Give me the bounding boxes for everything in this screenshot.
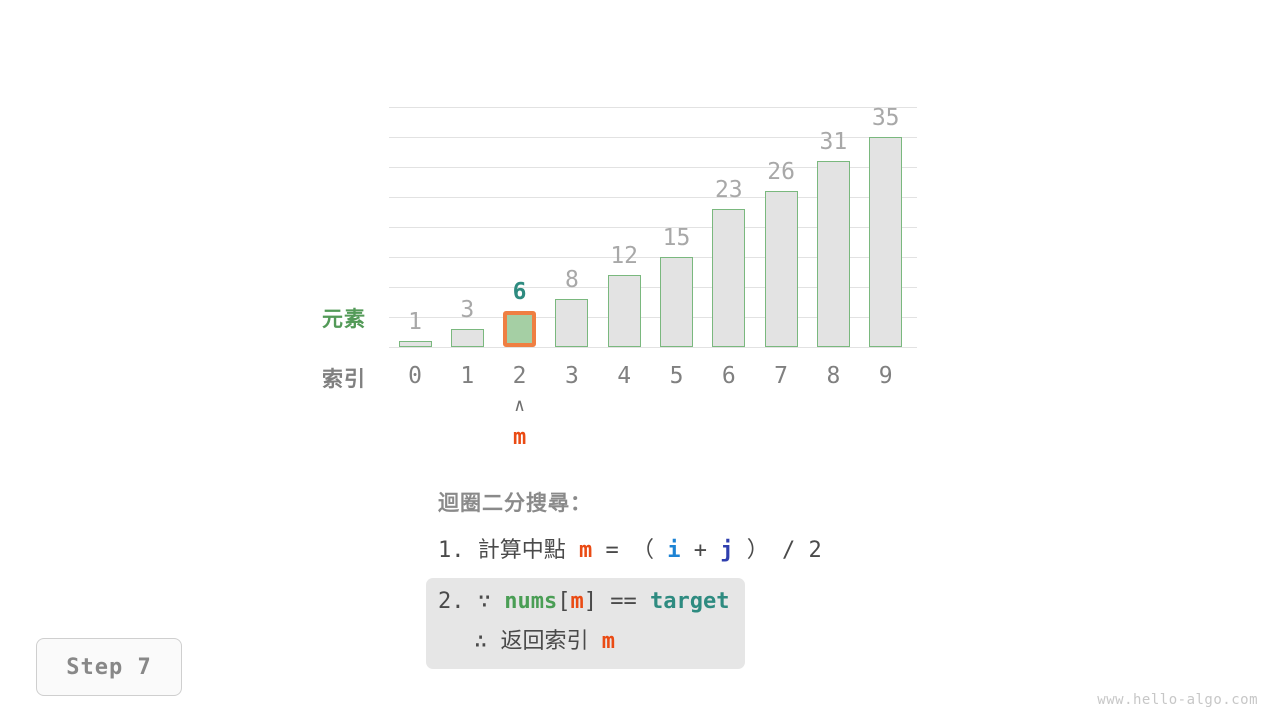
bar xyxy=(398,341,432,347)
bar xyxy=(764,191,798,347)
gridline xyxy=(389,137,917,138)
bar xyxy=(450,329,484,347)
bar-value-label: 3 xyxy=(460,297,475,323)
bar-value-label: 23 xyxy=(714,177,743,203)
step-badge: Step 7 xyxy=(36,638,182,696)
step-2-therefore-icon: ∴ xyxy=(474,629,488,655)
index-label: 3 xyxy=(564,363,579,389)
index-label: 2 xyxy=(512,363,527,389)
caption-title: 迴圈二分搜尋： xyxy=(438,491,592,515)
index-label: 8 xyxy=(826,363,841,389)
pseudocode-step-1: 1. 計算中點 m = （ i + j ） / 2 xyxy=(438,539,846,562)
bar-value-label: 8 xyxy=(564,267,579,293)
step-2-return-text: 返回索引 xyxy=(500,629,589,655)
bar-value-label: 6 xyxy=(512,279,527,305)
index-label: 1 xyxy=(460,363,475,389)
bar xyxy=(555,299,589,347)
bar-chart: 1 0 3 1 6 2 8 3 12 4 15 5 23 6 26 7 31 8 35 9 ∧ m xyxy=(389,105,917,450)
step-2-nums: nums xyxy=(504,589,558,615)
step-1-paren-open: （ xyxy=(632,538,655,563)
gridline xyxy=(389,257,917,258)
step-1-paren-close: ） xyxy=(746,538,769,563)
pseudocode-step-2-result: ∴ 返回索引 m xyxy=(474,623,729,655)
bar xyxy=(607,275,641,347)
pseudocode-step-2: 2. ∵ nums[m] == target xyxy=(438,590,729,613)
step-1-text: 計算中點 xyxy=(477,538,566,563)
step-1-plus: + xyxy=(693,538,708,563)
step-1-slash: / xyxy=(782,538,796,563)
pointer-arrow-icon: ∧ xyxy=(514,395,526,416)
step-2-because-icon: ∵ xyxy=(477,589,491,615)
bar xyxy=(660,257,693,347)
step-1-operand-two: 2 xyxy=(808,538,822,563)
gridline xyxy=(389,107,917,108)
bar-value-label: 26 xyxy=(767,159,795,185)
footer-url: www.hello-algo.com xyxy=(1097,692,1258,708)
index-label: 9 xyxy=(878,363,893,389)
bar-highlighted xyxy=(503,311,537,347)
bar-value-label: 1 xyxy=(408,309,422,335)
step-2-var-m: m xyxy=(570,589,584,615)
index-label: 5 xyxy=(669,363,684,389)
bar-value-label: 12 xyxy=(610,243,639,269)
step-1-var-i: i xyxy=(667,538,681,563)
gridline xyxy=(389,287,917,288)
bar-value-label: 15 xyxy=(662,225,691,251)
bar xyxy=(816,161,850,347)
step-1-number: 1. xyxy=(438,538,465,563)
index-label: 4 xyxy=(617,363,632,389)
step-2-bracket-close: ] xyxy=(583,589,597,615)
gridline xyxy=(389,167,917,168)
gridline xyxy=(389,317,917,318)
caption-block: 迴圈二分搜尋： 1. 計算中點 m = （ i + j ） / 2 2. ∵ n… xyxy=(426,487,846,670)
step-2-bracket-open: [ xyxy=(557,589,571,615)
step-1-equals: = xyxy=(605,538,619,563)
index-label: 0 xyxy=(408,363,422,389)
bar xyxy=(869,137,903,347)
index-label: 7 xyxy=(774,363,789,389)
pointer-label-m: m xyxy=(512,425,527,450)
step-2-return-var: m xyxy=(601,629,616,655)
gridline xyxy=(389,197,917,198)
bar-value-label: 35 xyxy=(871,105,900,131)
step-2-eqeq: == xyxy=(610,589,637,615)
axis-label-index: 索引 xyxy=(322,367,366,391)
step-1-var-m: m xyxy=(579,538,593,563)
bar xyxy=(712,209,746,347)
axis-label-element: 元素 xyxy=(322,307,366,331)
step-2-target: target xyxy=(649,589,730,615)
pseudocode-step-2-box: 2. ∵ nums[m] == target ∴ 返回索引 m xyxy=(426,578,746,670)
step-2-number: 2. xyxy=(438,589,465,615)
gridline xyxy=(389,227,917,228)
bar-value-label: 31 xyxy=(819,129,848,155)
index-label: 6 xyxy=(721,363,736,389)
gridline xyxy=(389,347,917,348)
step-1-var-j: j xyxy=(720,538,734,563)
